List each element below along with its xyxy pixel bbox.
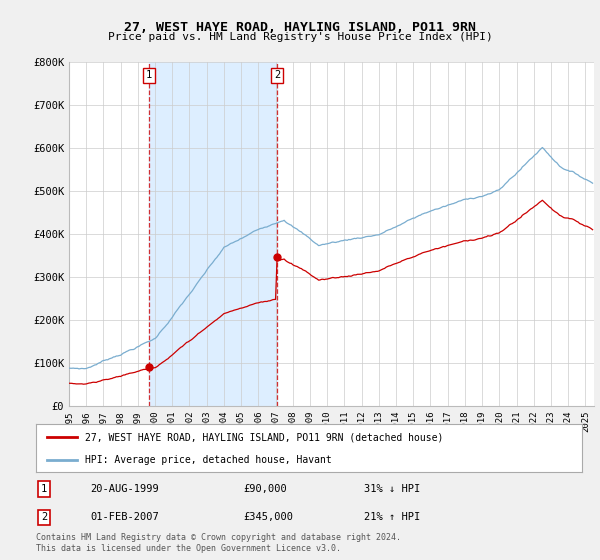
Text: 27, WEST HAYE ROAD, HAYLING ISLAND, PO11 9RN: 27, WEST HAYE ROAD, HAYLING ISLAND, PO11… [124, 21, 476, 34]
Text: HPI: Average price, detached house, Havant: HPI: Average price, detached house, Hava… [85, 455, 332, 465]
Text: 1: 1 [41, 484, 47, 494]
Text: 31% ↓ HPI: 31% ↓ HPI [364, 484, 420, 494]
Text: £90,000: £90,000 [244, 484, 287, 494]
Text: 1: 1 [146, 70, 152, 80]
Text: 21% ↑ HPI: 21% ↑ HPI [364, 512, 420, 522]
Text: 2: 2 [274, 70, 280, 80]
Text: 20-AUG-1999: 20-AUG-1999 [91, 484, 160, 494]
Text: 01-FEB-2007: 01-FEB-2007 [91, 512, 160, 522]
Text: 2: 2 [41, 512, 47, 522]
Text: Price paid vs. HM Land Registry's House Price Index (HPI): Price paid vs. HM Land Registry's House … [107, 32, 493, 43]
Text: Contains HM Land Registry data © Crown copyright and database right 2024.
This d: Contains HM Land Registry data © Crown c… [36, 533, 401, 553]
Text: £345,000: £345,000 [244, 512, 293, 522]
Text: 27, WEST HAYE ROAD, HAYLING ISLAND, PO11 9RN (detached house): 27, WEST HAYE ROAD, HAYLING ISLAND, PO11… [85, 432, 443, 442]
Bar [149, 62, 277, 406]
